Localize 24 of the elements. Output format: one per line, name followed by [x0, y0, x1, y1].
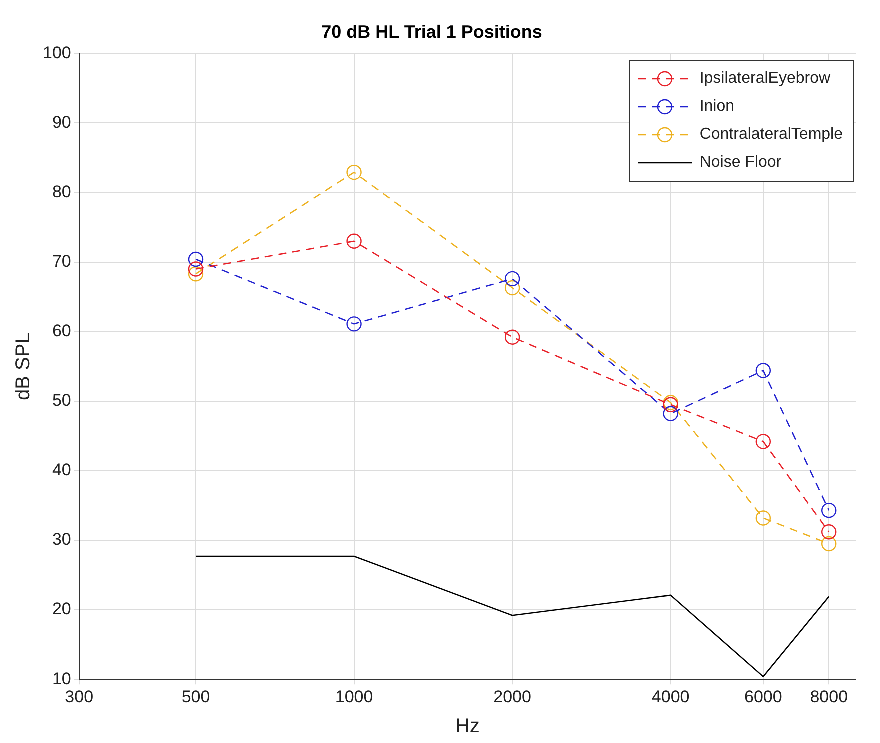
y-tick-label: 20 [52, 600, 72, 619]
legend-label: IpsilateralEyebrow [700, 70, 831, 88]
y-tick-label: 60 [52, 322, 72, 341]
x-tick-label: 500 [182, 687, 210, 706]
chart-title: 70 dB HL Trial 1 Positions [322, 22, 542, 42]
y-tick-label: 10 [52, 669, 72, 688]
y-axis-title: dB SPL [12, 332, 35, 401]
y-tick-label: 40 [52, 460, 72, 480]
y-tick-label: 90 [52, 112, 72, 132]
legend-label: Noise Floor [700, 154, 782, 172]
y-tick-label: 50 [52, 391, 72, 410]
y-tick-label: 80 [52, 182, 72, 202]
x-tick-label: 4000 [652, 687, 690, 706]
legend-label: ContralateralTemple [700, 126, 843, 144]
x-tick-label: 8000 [810, 687, 848, 706]
legend-label: Inion [700, 98, 735, 116]
y-tick-label: 100 [42, 43, 72, 62]
x-axis-title: Hz [455, 716, 480, 738]
y-tick-label: 70 [52, 252, 72, 271]
x-tick-label: 2000 [494, 687, 532, 706]
x-tick-label: 1000 [335, 687, 374, 706]
x-tick-label: 6000 [744, 687, 782, 706]
y-tick-label: 30 [52, 530, 72, 550]
x-tick-label: 300 [65, 687, 94, 706]
